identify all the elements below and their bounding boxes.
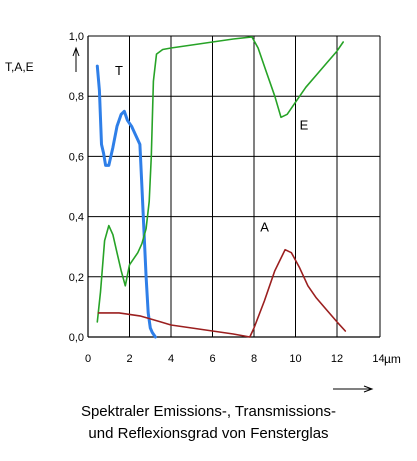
x-tick-label: 8: [251, 353, 257, 365]
caption-line-2: und Reflexionsgrad von Fensterglas: [88, 425, 329, 442]
x-axis-arrow-head: [363, 385, 374, 393]
x-tick-label: 4: [168, 353, 174, 365]
x-tick-label: 6: [209, 353, 215, 365]
series-line-A: [97, 248, 347, 338]
y-tick-label: 0,0: [69, 332, 84, 344]
x-tick-label: 14: [372, 353, 384, 365]
series-label-T: T: [115, 63, 123, 78]
y-tick-label: 0,2: [69, 272, 84, 284]
x-tick-label: 12: [331, 353, 343, 365]
x-tick-label: 0: [85, 353, 91, 365]
y-axis-arrow-head: [72, 46, 80, 57]
y-tick-label: 0,6: [69, 151, 84, 163]
y-tick-label: 0,8: [69, 91, 84, 103]
series-line-T: [95, 64, 157, 339]
axes: [72, 36, 380, 393]
caption-line-1: Spektraler Emissions-, Transmissions-: [80, 403, 337, 420]
y-tick-label: 1,0: [69, 31, 84, 43]
series-line-E: [96, 36, 345, 323]
y-tick-label: 0,4: [69, 212, 84, 224]
series-label-E: E: [300, 117, 309, 132]
series-label-A: A: [260, 220, 269, 235]
x-tick-label: 10: [289, 353, 301, 365]
y-axis-label: T,A,E: [5, 60, 34, 74]
series-labels: T E A: [115, 63, 309, 235]
grid-lines: [88, 35, 381, 337]
x-axis-unit: µm: [384, 352, 401, 366]
y-tick-labels: 0,0 0,2 0,4 0,6 0,8 1,0: [69, 31, 84, 344]
series-layer: [95, 36, 347, 339]
x-tick-label: 2: [126, 353, 132, 365]
x-tick-labels: 0 2 4 6 8 10 12 14: [85, 353, 385, 365]
